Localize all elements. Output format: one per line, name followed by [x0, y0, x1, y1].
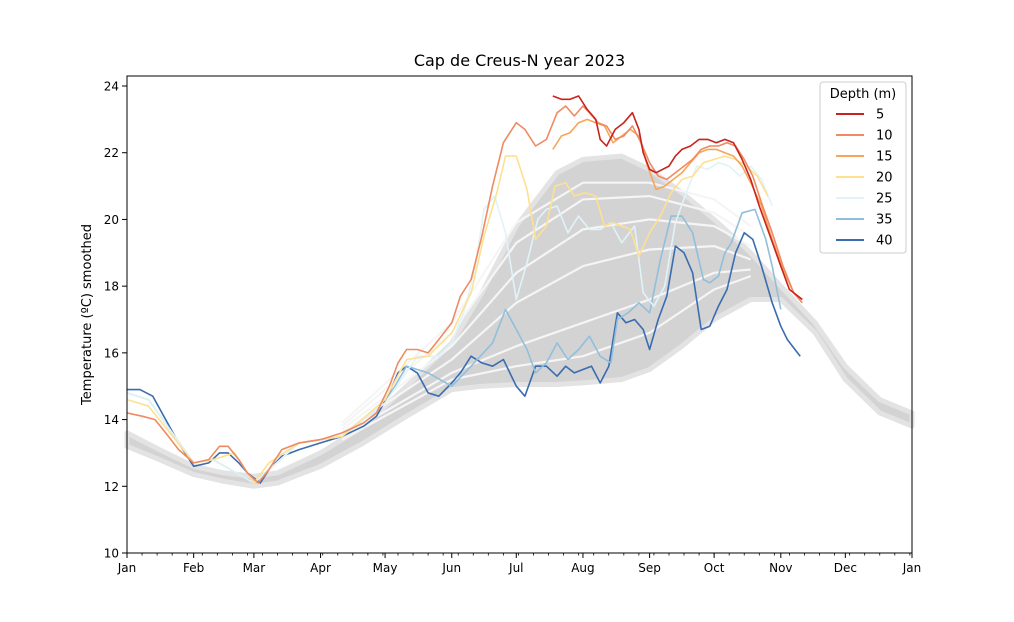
legend-title: Depth (m) [830, 87, 897, 102]
plot-frame [126, 75, 913, 554]
y-tick-label-1: 12 [104, 480, 119, 494]
climatology-mean-line-2 [341, 244, 752, 434]
legend: Depth (m) 5 10 15 20 25 35 40 [819, 81, 907, 254]
series-line-20m [126, 155, 769, 484]
y-tick-label-6: 22 [104, 146, 119, 160]
y-axis-label: Temperature (ºC) smoothed [80, 224, 95, 406]
x-tick-label-3: Apr [310, 561, 331, 575]
series-line-10m [126, 105, 803, 484]
x-tick-label-6: Jul [508, 561, 523, 575]
x-tick-label-12: Jan [902, 561, 922, 575]
y-axis: 10 12 14 16 18 20 22 24 [104, 80, 127, 561]
legend-box [819, 81, 907, 254]
x-tick-label-4: May [373, 561, 398, 575]
legend-label-35: 35 [876, 213, 893, 228]
climatology-mean-line-1 [341, 268, 751, 438]
y-tick-label-3: 16 [104, 346, 119, 360]
series-line-5m [552, 95, 803, 301]
legend-label-15: 15 [876, 150, 893, 165]
legend-label-10: 10 [876, 129, 893, 144]
y-tick-label-2: 14 [104, 413, 119, 427]
legend-label-5: 5 [876, 108, 884, 123]
climatology-mean-line-0 [341, 275, 752, 441]
series-lines [126, 95, 803, 484]
x-tick-label-10: Nov [769, 561, 792, 575]
legend-label-20: 20 [876, 171, 893, 186]
x-tick-label-11: Dec [834, 561, 857, 575]
y-tick-label-5: 20 [104, 213, 119, 227]
y-tick-label-4: 18 [104, 280, 119, 294]
x-tick-label-2: Mar [243, 561, 266, 575]
chart-title: Cap de Creus-N year 2023 [414, 51, 625, 70]
climatology-band-area [124, 153, 915, 489]
x-tick-label-5: Jun [441, 561, 461, 575]
x-tick-label-9: Oct [704, 561, 725, 575]
x-tick-label-1: Feb [183, 561, 204, 575]
climatology-band [124, 153, 915, 489]
legend-label-40: 40 [876, 234, 893, 249]
x-tick-label-7: Aug [571, 561, 594, 575]
x-tick-label-8: Sep [638, 561, 661, 575]
legend-label-25: 25 [876, 192, 893, 207]
climatology-mean-line-3 [341, 218, 752, 431]
y-tick-label-7: 24 [104, 80, 119, 94]
y-tick-label-0: 10 [104, 547, 119, 561]
x-tick-label-0: Jan [117, 561, 137, 575]
x-axis: Jan Feb Mar Apr May Jun Jul Aug Sep Oct Nov Dec Jan [117, 553, 922, 575]
